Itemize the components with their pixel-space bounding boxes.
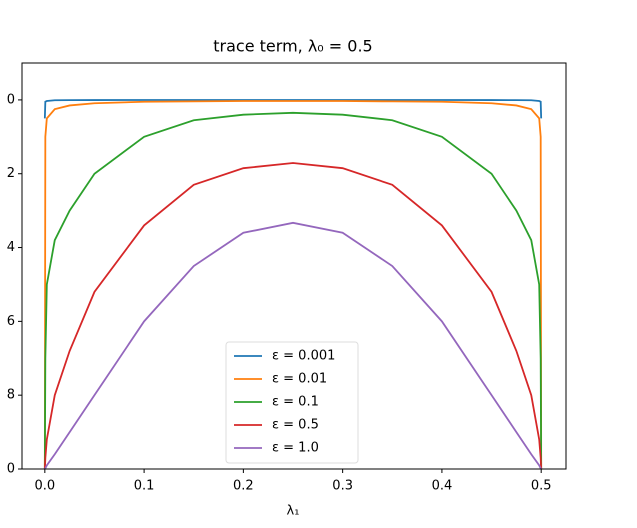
legend-label: ε = 0.001 (272, 349, 335, 364)
legend-label: ε = 1.0 (272, 441, 319, 456)
series-line (43, 100, 543, 470)
series-line (43, 111, 543, 470)
x-tick-label: 0.3 (332, 479, 353, 494)
y-tick-label: 8 (7, 388, 15, 403)
legend-box (225, 341, 359, 464)
plot-frame (21, 62, 567, 470)
chart-title: trace term, λ₀ = 0.5 (213, 37, 372, 56)
x-tick-label: 0.5 (531, 479, 552, 494)
x-tick-label: 0.0 (34, 479, 55, 494)
y-tick-label: 6 (7, 314, 15, 329)
x-axis-label: λ₁ (287, 504, 300, 519)
series-line (44, 221, 542, 470)
y-tick-label: 0 (7, 462, 15, 477)
legend-label: ε = 0.01 (272, 372, 327, 387)
x-tick-label: 0.1 (134, 479, 155, 494)
y-tick-label: 4 (7, 240, 15, 255)
x-tick-label: 0.4 (432, 479, 453, 494)
y-tick-label: 2 (7, 166, 15, 181)
series-line (43, 162, 543, 470)
y-tick-label: 0 (7, 92, 15, 107)
x-tick-label: 0.2 (233, 479, 254, 494)
legend-label: ε = 0.1 (272, 395, 319, 410)
legend-label: ε = 0.5 (272, 418, 319, 433)
series-line (43, 99, 543, 119)
